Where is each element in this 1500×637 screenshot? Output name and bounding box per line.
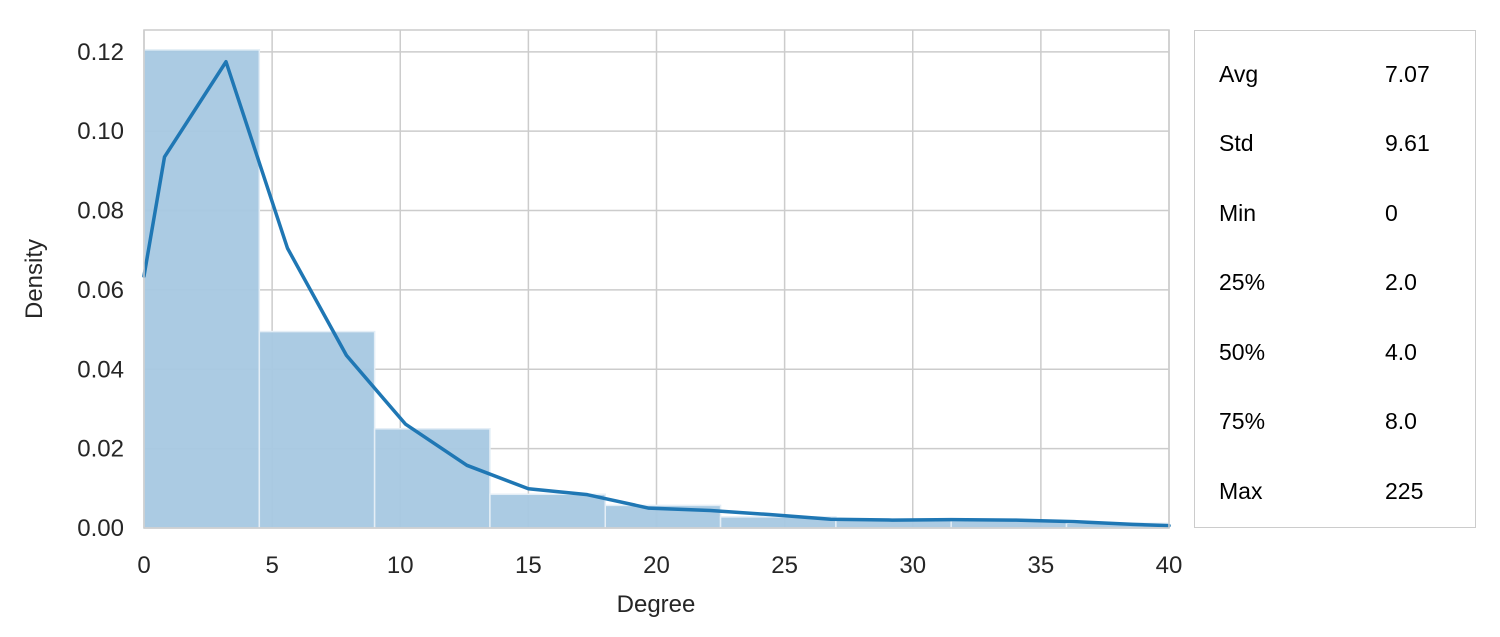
stat-key: Avg: [1219, 61, 1259, 87]
y-tick-label: 0.04: [77, 356, 124, 383]
stat-value: 7.07: [1385, 61, 1430, 87]
stat-key: 25%: [1219, 269, 1266, 295]
y-tick-label: 0.12: [77, 39, 124, 66]
x-tick-label: 40: [1156, 552, 1183, 579]
x-tick-label: 20: [643, 552, 670, 579]
stat-key: 75%: [1219, 408, 1266, 434]
stat-key: Max: [1219, 478, 1263, 504]
stat-key: 50%: [1219, 339, 1266, 365]
stat-row-avg: Avg 7.07: [1195, 59, 1475, 89]
stat-value: 4.0: [1385, 339, 1417, 365]
density-line: [142, 59, 1171, 528]
x-tick-label: 5: [265, 552, 278, 579]
x-axis-title: Degree: [617, 591, 696, 618]
stat-row-25pct: 25% 2.0: [1195, 267, 1475, 297]
stat-value: 9.61: [1385, 130, 1430, 156]
histogram-bar: [489, 493, 606, 529]
x-tick-label: 10: [387, 552, 414, 579]
stat-row-75pct: 75% 8.0: [1195, 406, 1475, 436]
x-tick-label: 25: [771, 552, 798, 579]
histogram-bar: [258, 330, 376, 529]
stat-value: 225: [1385, 478, 1424, 504]
stat-key: Std: [1219, 130, 1254, 156]
bars-layer: [143, 49, 1170, 529]
stat-value: 0: [1385, 200, 1398, 226]
y-axis-title: Density: [21, 239, 48, 319]
stat-value: 2.0: [1385, 269, 1417, 295]
stat-row-min: Min 0: [1195, 198, 1475, 228]
y-tick-label: 0.00: [77, 515, 124, 542]
density-line-layer: [142, 59, 1171, 528]
plot-frame: [143, 29, 1170, 529]
y-tick-label: 0.08: [77, 198, 124, 225]
summary-stats-panel: Avg 7.07 Std 9.61 Min 0 25% 2.0 50% 4.0 …: [1194, 30, 1476, 528]
stat-value: 8.0: [1385, 408, 1417, 434]
stat-row-std: Std 9.61: [1195, 128, 1475, 158]
x-tick-label: 15: [515, 552, 542, 579]
y-tick-label: 0.06: [77, 277, 124, 304]
y-tick-label: 0.02: [77, 436, 124, 463]
x-tick-label: 0: [137, 552, 150, 579]
density-histogram-chart: 0 5 10 15 20 25 30 35 40 0.00 0.02 0.04 0.06 0.08 0.1…: [21, 29, 1182, 618]
stat-key: Min: [1219, 200, 1257, 226]
stat-row-max: Max 225: [1195, 476, 1475, 506]
x-tick-labels: 0 5 10 15 20 25 30 35 40: [137, 552, 1182, 579]
histogram-bar: [143, 49, 261, 529]
x-tick-label: 35: [1028, 552, 1055, 579]
stat-row-50pct: 50% 4.0: [1195, 337, 1475, 367]
y-tick-labels: 0.00 0.02 0.04 0.06 0.08 0.10 0.12: [77, 39, 124, 542]
y-tick-label: 0.10: [77, 118, 124, 145]
x-tick-label: 30: [899, 552, 926, 579]
